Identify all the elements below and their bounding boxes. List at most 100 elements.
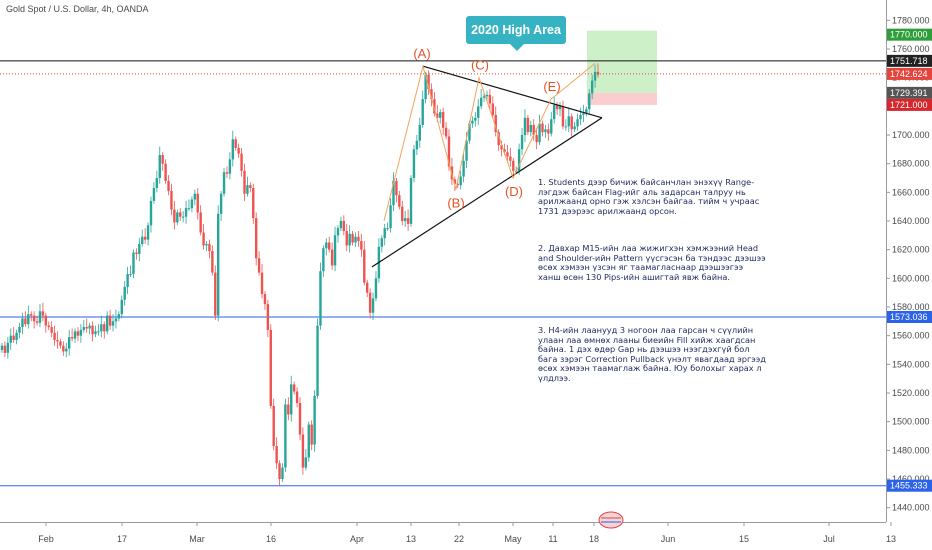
y-tick-label: 1680.000 [892,159,930,169]
wave-label: (E) [543,79,560,94]
candle-body [494,114,497,133]
candle-body [257,258,261,273]
wave-label: (C) [471,58,489,73]
candle-body [91,325,94,335]
candle-body [100,324,103,332]
candle-body [205,243,208,246]
candle-body [354,236,357,243]
candle-body [59,341,62,346]
candle-body [582,113,585,115]
candle-body [418,124,421,141]
candle-body [552,104,556,120]
candle-body [398,195,401,207]
candle-body [53,332,56,340]
candle-body [237,147,240,154]
candle-body [120,299,123,315]
candle-body [506,152,509,157]
candle-body [444,127,448,137]
y-tick-label: 1460.000 [892,474,930,484]
candle-body [73,331,77,339]
y-tick-label: 1700.000 [892,130,930,140]
candle-body [333,235,337,266]
stop-loss-zone [587,92,657,105]
wave-label: (A) [413,46,430,61]
candle-body [41,311,45,316]
elliott-wave-path [383,62,596,222]
candle-body [401,206,404,221]
wave-label: (B) [447,195,464,210]
candle-body [500,145,503,150]
candle-body [479,97,483,107]
candle-body [336,228,340,236]
candle-body [365,282,369,293]
candle-body [360,241,363,250]
candle-body [330,249,334,266]
candle-body [173,209,176,223]
candle-body [386,228,389,230]
candle-body [491,103,495,115]
candle-body [47,325,50,328]
candle-body [465,140,468,161]
y-tick-label: 1780.000 [892,15,930,25]
x-tick-label: Jun [661,534,676,544]
candle-body [15,332,18,340]
price-tag-box [887,479,932,492]
candle-body [325,242,328,249]
candle-body [249,185,252,189]
candle-body [234,139,237,148]
y-tick-label: 1620.000 [892,245,930,255]
price-tag-label: 1721.000 [890,100,928,110]
candle-body [412,149,416,178]
candle-body [155,178,159,189]
price-tag-label: 1729.391 [890,88,928,98]
candle-body [406,218,410,224]
candle-body [114,318,118,322]
candle-body [374,278,378,299]
y-tick-label: 1540.000 [892,359,930,369]
candle-body [462,160,465,177]
candle-body [319,271,322,326]
x-tick-label: 15 [739,534,749,544]
price-tag-box [887,98,932,111]
candle-body [67,337,71,349]
candle-body [65,348,68,352]
candle-body [351,233,354,243]
x-tick-label: May [504,534,522,544]
candle-body [146,225,150,240]
candle-body [471,120,474,124]
candle-body [199,212,202,233]
candle-body [272,405,275,447]
candle-body [275,446,278,464]
candle-body [348,233,351,246]
candle-body [345,231,348,246]
candle-body [6,342,10,353]
candle-body [512,160,515,171]
candle-body [88,325,91,329]
y-tick-label: 1640.000 [892,216,930,226]
candle-body [167,180,170,191]
candle-body [181,216,185,218]
x-tick-label: 11 [548,534,557,544]
candle-body [190,199,194,209]
candle-body [179,212,182,217]
candle-body [225,172,229,174]
candle-body [456,183,459,186]
candle-body [436,113,439,118]
candle-body [94,331,97,335]
candle-body [453,179,457,184]
candle-body [363,249,366,283]
candle-body [526,117,530,133]
high-area-callout: 2020 High Area [466,16,566,51]
candle-body [292,384,296,392]
candle-body [21,318,24,328]
x-tick-label: Apr [350,534,364,544]
candle-body [196,193,199,213]
candle-body [529,124,533,133]
x-tick-label: 18 [589,534,599,544]
candle-body [474,117,477,121]
candle-body [231,139,235,160]
x-tick-label: 17 [117,534,127,544]
candle-body [371,298,375,313]
